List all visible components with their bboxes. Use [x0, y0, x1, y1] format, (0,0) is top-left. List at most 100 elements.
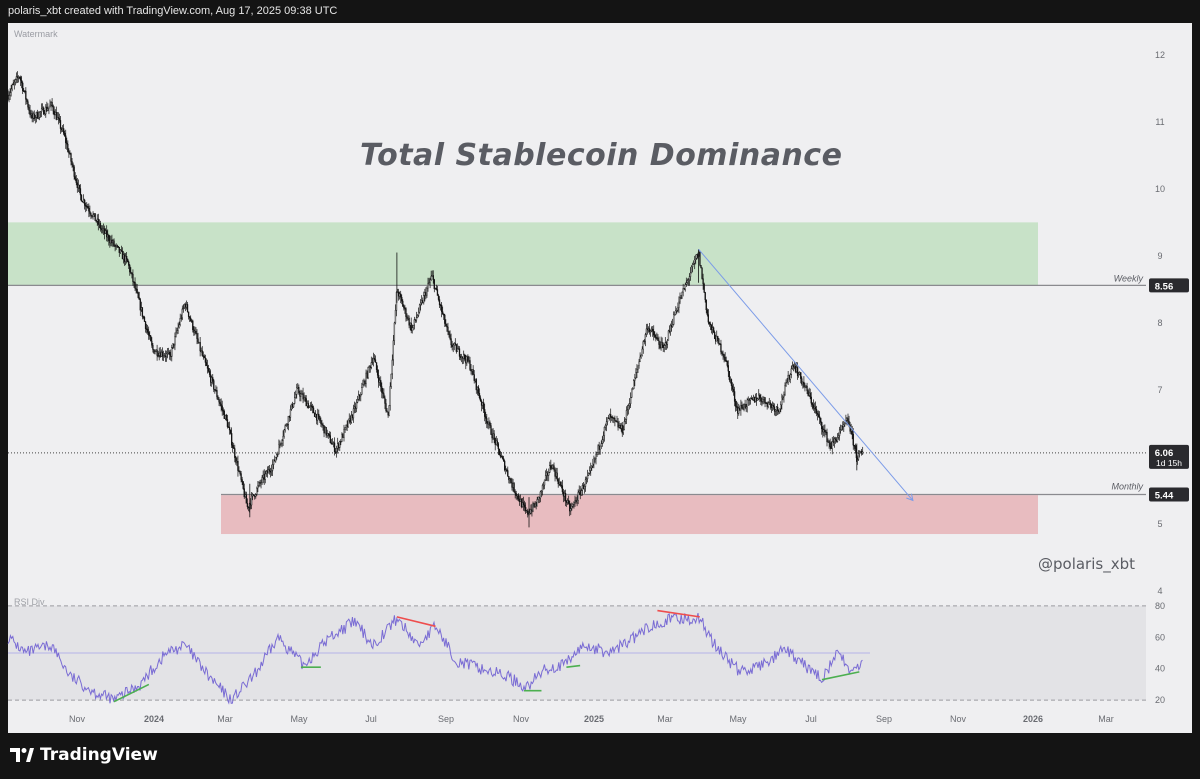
candle-body: [199, 341, 201, 352]
candle-body: [115, 245, 117, 247]
candle-body: [759, 394, 761, 398]
candle-body: [341, 434, 343, 442]
candle-body: [382, 392, 384, 394]
candle-body: [76, 182, 78, 189]
candle-body: [21, 80, 23, 84]
candle-body: [715, 338, 717, 342]
candle-body: [371, 362, 373, 364]
tradingview-brand[interactable]: TradingView: [10, 745, 158, 765]
candle-body: [465, 359, 467, 364]
candle-body: [722, 353, 724, 356]
candle-body: [796, 367, 799, 376]
candle-body: [333, 442, 336, 452]
candle-body: [601, 439, 603, 444]
candle-body: [86, 205, 88, 208]
candle-body: [390, 373, 392, 387]
candle-body: [474, 379, 476, 381]
candle-body: [830, 446, 832, 449]
candle-body: [182, 307, 184, 310]
candle-body: [342, 434, 344, 438]
candle-body: [375, 362, 378, 370]
candle-body: [316, 413, 318, 421]
x-tick-label: Sep: [876, 714, 892, 724]
candle-body: [588, 473, 590, 476]
rsi-line: [7, 612, 863, 705]
candle-body: [82, 199, 85, 203]
candle-body: [733, 391, 736, 402]
candle-body: [194, 330, 196, 333]
candle-body: [353, 406, 356, 410]
candle-body: [775, 406, 778, 411]
candle-body: [695, 258, 697, 261]
candle-body: [273, 459, 275, 465]
candle-body: [315, 413, 317, 417]
candle-body: [760, 397, 762, 402]
x-tick-label: May: [290, 714, 308, 724]
candle-body: [657, 337, 659, 341]
candle-body: [674, 314, 676, 316]
candle-body: [148, 332, 150, 336]
candle-body: [200, 350, 202, 352]
candle-body: [54, 111, 56, 116]
candle-body: [765, 402, 767, 404]
candle-body: [768, 402, 770, 404]
candle-body: [57, 117, 60, 119]
candle-body: [327, 433, 329, 435]
candle-body: [386, 410, 388, 413]
candle-body: [787, 374, 789, 383]
candle-body: [245, 494, 247, 504]
candle-body: [564, 493, 567, 502]
candle-body: [186, 304, 189, 313]
candle-body: [166, 352, 169, 355]
candle-body: [578, 490, 580, 493]
candle-body: [233, 447, 235, 449]
candle-body: [67, 144, 69, 152]
candle-body: [720, 343, 722, 353]
candle-body: [499, 454, 502, 457]
candle-body: [388, 405, 390, 416]
candle-body: [422, 300, 424, 303]
candle-body: [834, 438, 837, 441]
bullish-divergence-line: [566, 664, 581, 668]
candle-body: [573, 501, 575, 505]
candle-body: [656, 337, 658, 339]
candle-body: [750, 398, 753, 400]
candle-body: [721, 351, 723, 355]
candle-body: [574, 500, 576, 503]
candle-body: [493, 433, 495, 439]
candle-body: [827, 440, 829, 443]
candle-body: [788, 374, 790, 380]
candle-body: [124, 256, 127, 262]
candle-body: [312, 407, 315, 414]
candle-body: [174, 336, 176, 346]
candle-body: [344, 427, 346, 430]
candle-body: [741, 404, 743, 408]
candle-body: [763, 397, 765, 400]
candle-body: [15, 76, 18, 80]
candle-body: [34, 117, 36, 119]
candle-body: [83, 199, 86, 206]
candle-body: [625, 410, 628, 420]
candle-body: [340, 441, 342, 443]
candle-body: [441, 304, 443, 312]
candle-body: [372, 358, 375, 363]
candle-body: [350, 414, 352, 423]
candle-body: [624, 419, 627, 422]
candle-body: [104, 230, 107, 234]
tradingview-logo-icon: [10, 748, 34, 762]
candle-body: [718, 338, 720, 344]
candle-body: [466, 356, 468, 364]
candle-body: [346, 424, 348, 428]
candle-body: [844, 423, 846, 425]
trendline: [698, 248, 914, 501]
candle-body: [65, 135, 67, 144]
candle-body: [241, 479, 243, 482]
candle-body: [318, 413, 320, 417]
candle-body: [239, 471, 241, 474]
candle-body: [23, 90, 25, 92]
candle-body: [221, 405, 223, 411]
candle-body: [780, 404, 782, 410]
candle-body: [288, 415, 291, 418]
candle-body: [308, 405, 310, 408]
